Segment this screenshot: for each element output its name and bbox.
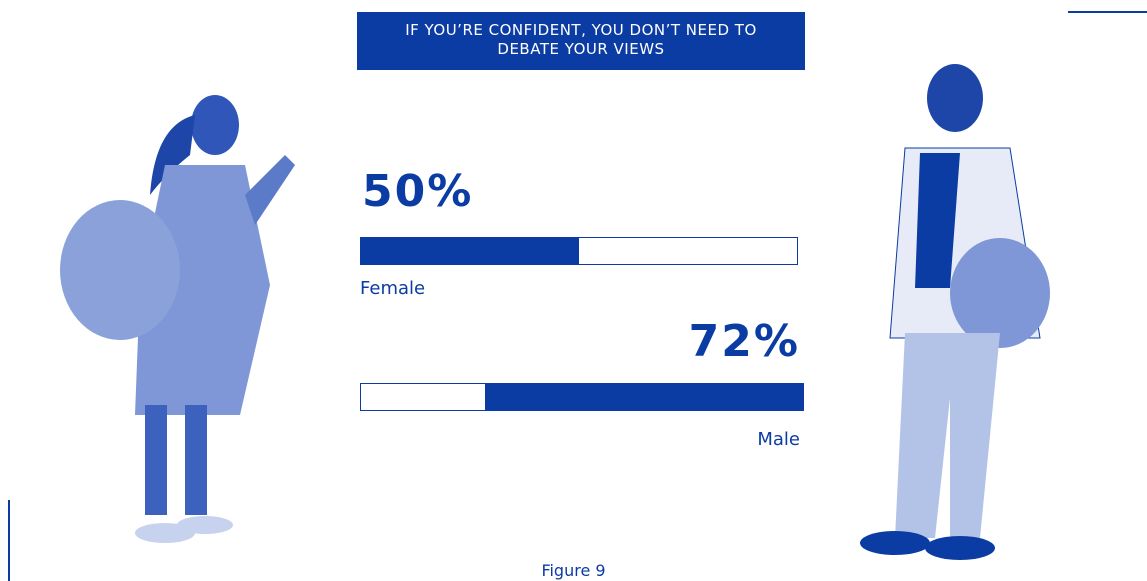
man-illustration <box>860 64 1050 560</box>
category-label: Female <box>360 278 426 299</box>
decor-line <box>1068 11 1147 13</box>
caption: Figure 9 <box>541 561 606 580</box>
value-label: 50% <box>362 166 474 217</box>
bar-track <box>360 237 798 265</box>
bar-track <box>360 383 804 411</box>
category-label: Male <box>757 429 800 450</box>
decor-line <box>8 500 10 581</box>
bar <box>361 238 579 264</box>
bar <box>484 384 803 410</box>
value-label: 72% <box>688 316 800 367</box>
woman-illustration <box>60 95 295 543</box>
chart-title: IF YOU’RE CONFIDENT, YOU DON’T NEED TO D… <box>357 12 805 70</box>
